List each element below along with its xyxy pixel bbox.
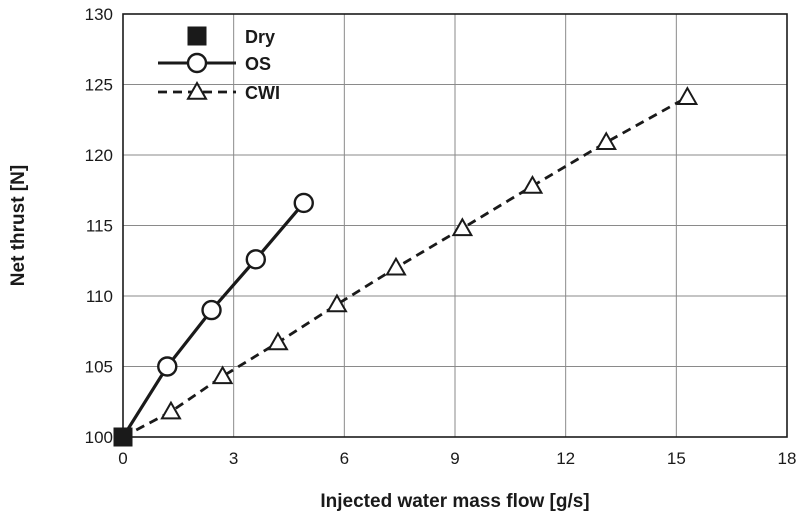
legend-symbol-cwi bbox=[158, 80, 236, 100]
y-tick-label: 100 bbox=[85, 428, 113, 447]
x-tick-label: 18 bbox=[778, 449, 797, 468]
y-tick-label: 105 bbox=[85, 358, 113, 377]
data-point-os bbox=[201, 299, 222, 321]
y-tick-label: 120 bbox=[85, 146, 113, 165]
legend-marker-dry bbox=[187, 26, 207, 46]
legend-marker-os bbox=[186, 52, 208, 74]
data-point-dry bbox=[113, 427, 133, 447]
data-point-cwi bbox=[326, 293, 348, 313]
plot-frame bbox=[122, 13, 788, 438]
y-axis-title: Net thrust [N] bbox=[8, 165, 29, 286]
legend-symbol-os bbox=[158, 52, 236, 74]
data-point-cwi bbox=[521, 175, 544, 194]
data-point-os bbox=[157, 356, 178, 377]
x-tick-label: 3 bbox=[229, 449, 238, 468]
data-point-cwi bbox=[676, 86, 699, 105]
y-tick-label: 130 bbox=[85, 5, 113, 24]
y-tick-label: 110 bbox=[86, 287, 113, 306]
legend-label-os: OS bbox=[245, 54, 271, 74]
y-tick-label: 115 bbox=[86, 217, 113, 236]
data-point-cwi bbox=[160, 400, 182, 420]
data-point-cwi bbox=[211, 365, 234, 385]
legend-symbol-dry bbox=[187, 26, 207, 46]
tick-labels: 0 3 6 9 12 15 18 100 105 110 115 120 125 130 bbox=[85, 5, 797, 468]
data-point-cwi bbox=[595, 131, 617, 151]
x-tick-label: 9 bbox=[450, 449, 459, 468]
x-axis-title: Injected water mass flow [g/s] bbox=[320, 491, 589, 512]
legend: Dry OS CWI bbox=[158, 26, 280, 103]
series-line-cwi bbox=[122, 95, 689, 439]
x-tick-label: 15 bbox=[667, 449, 686, 468]
data-point-cwi bbox=[385, 256, 407, 276]
y-tick-label: 125 bbox=[85, 76, 113, 95]
series-layer bbox=[113, 86, 699, 447]
legend-item-os: OS bbox=[158, 52, 271, 74]
data-point-os bbox=[245, 249, 267, 270]
data-point-cwi bbox=[267, 331, 289, 351]
legend-item-cwi: CWI bbox=[158, 80, 280, 103]
legend-item-dry: Dry bbox=[187, 26, 275, 47]
grid bbox=[123, 14, 787, 437]
x-tick-label: 6 bbox=[340, 449, 349, 468]
x-tick-label: 12 bbox=[556, 449, 575, 468]
data-point-os bbox=[293, 192, 314, 214]
legend-label-cwi: CWI bbox=[245, 83, 280, 103]
legend-marker-cwi bbox=[186, 80, 208, 100]
data-point-cwi bbox=[451, 217, 474, 237]
legend-label-dry: Dry bbox=[245, 27, 275, 47]
x-tick-label: 0 bbox=[118, 449, 127, 468]
